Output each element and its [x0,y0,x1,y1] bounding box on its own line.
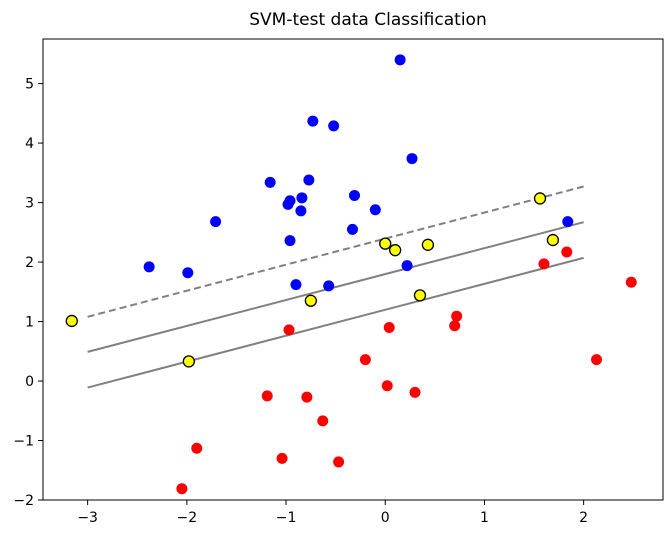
support-vectors-point-5 [389,244,402,257]
scatter-points [65,54,637,495]
class-A-point-11 [369,204,381,216]
class-A-point-3 [406,153,418,165]
class-B-point-10 [409,386,421,398]
class-A-point-15 [562,216,574,228]
class-B-point-6 [283,324,295,336]
upper-margin-line [87,185,584,318]
class-A-point-12 [210,216,222,228]
class-A-point-14 [284,235,296,247]
class-B-point-17 [176,483,188,495]
x-tick-label: −1 [276,510,297,526]
y-axis-ticks: −2 −1 0 1 2 3 4 5 [13,77,43,509]
class-A-point-13 [347,223,359,235]
class-A-point-10 [348,189,360,201]
class-B-point-15 [276,452,288,464]
class-A-point-16 [401,260,413,272]
class-A-point-17 [143,261,155,273]
y-tick-label: 4 [25,136,34,152]
x-axis-ticks: −3 −2 −1 0 1 2 [77,500,588,526]
class-A-point-4 [264,176,276,188]
support-vectors-point-1 [182,355,195,368]
class-B-point-13 [317,415,329,427]
y-tick-label: −2 [13,493,34,509]
support-vectors-point-8 [546,233,560,247]
y-tick-label: 5 [25,77,34,93]
class-B-point-5 [383,321,395,333]
x-tick-label: 1 [480,510,489,526]
class-B-point-14 [191,442,203,454]
class-A-point-19 [290,279,302,291]
y-tick-label: −1 [13,434,34,450]
class-A-point-6 [296,192,308,204]
class-B-point-7 [359,354,371,366]
class-A-point-0 [394,54,406,66]
chart-title: SVM-test data Classification [249,10,486,30]
class-A-point-8 [282,198,294,210]
class-B-point-4 [449,320,461,332]
class-B-point-8 [591,354,603,366]
decision-boundary-line [87,221,584,353]
class-A-point-9 [295,205,307,217]
class-B-point-16 [333,456,345,468]
class-B-point-12 [301,391,313,403]
y-tick-label: 0 [25,374,34,390]
support-vectors-point-4 [379,237,392,250]
y-tick-label: 1 [25,315,34,331]
lower-margin-line [87,256,584,389]
class-A-point-2 [328,120,340,132]
support-vectors-point-6 [421,238,435,251]
x-tick-label: 2 [579,510,588,526]
class-B-point-9 [381,380,393,392]
class-B-point-1 [538,258,550,270]
y-tick-label: 2 [25,255,34,271]
x-tick-label: −2 [177,510,198,526]
class-B-point-11 [261,390,273,402]
support-vectors-point-7 [533,192,547,205]
class-A-point-1 [307,115,319,127]
plot-frame [42,38,664,501]
class-B-point-2 [561,246,573,258]
support-vectors-point-2 [304,294,317,307]
class-B-point-0 [625,276,637,288]
support-vectors-point-0 [65,314,78,328]
y-tick-label: 3 [25,196,34,212]
x-tick-label: −3 [77,510,98,526]
class-B-point-3 [451,310,463,322]
x-tick-label: 0 [381,510,390,526]
margin-lines [87,185,584,389]
class-A-point-20 [323,280,335,292]
support-vectors-point-3 [413,289,427,302]
class-A-point-5 [303,174,315,186]
class-A-point-18 [182,267,194,279]
